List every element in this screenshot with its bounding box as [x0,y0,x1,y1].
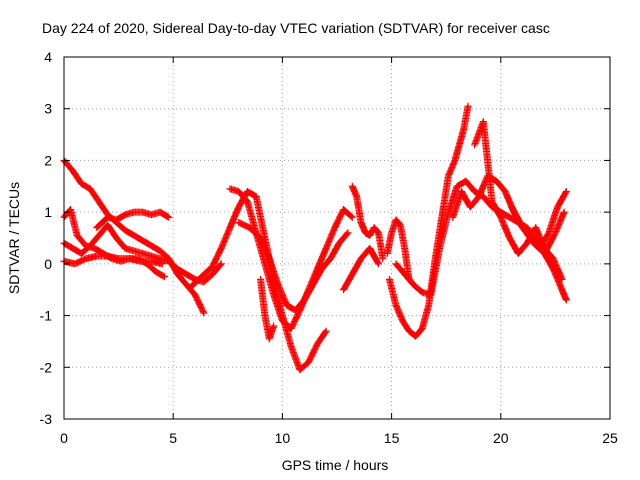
series-track-q [508,203,568,258]
series-track-a [60,156,208,317]
y-tick-label: 1 [44,204,52,220]
y-tick-label: 4 [44,49,52,65]
y-tick-label: 2 [44,152,52,168]
series-trace [61,222,224,286]
series-trace [340,245,382,292]
series-track-h [235,218,352,314]
series-trace [61,252,165,268]
series-track-k [340,244,382,294]
y-tick-label: 3 [44,101,52,117]
series-trace [94,208,172,231]
y-tick-label: 0 [44,256,52,272]
series-trace [61,158,207,316]
series-track-e [93,208,173,232]
chart-title: Day 224 of 2020, Sidereal Day-to-day VTE… [42,20,550,36]
x-tick-label: 0 [60,430,68,446]
series-track-i [257,275,278,343]
plot-border [63,56,611,420]
grid [64,57,610,419]
y-tick-label: -1 [40,308,53,324]
series-trace [471,119,565,282]
series-track-m [385,102,472,340]
x-tick-label: 5 [169,430,177,446]
x-tick-label: 10 [275,430,291,446]
x-tick-label: 20 [493,430,509,446]
x-axis-label: GPS time / hours [281,457,389,473]
series-trace [257,277,277,341]
series-track-j [348,182,387,263]
y-tick-label: -2 [40,359,53,375]
series-track-p [471,118,566,283]
x-tick-label: 25 [602,430,618,446]
series-track-d [60,252,166,268]
series-trace [384,217,413,282]
plot-area [60,102,570,374]
series-trace [349,184,387,261]
y-tick-label: -3 [40,411,53,427]
series-track-l [383,216,413,283]
x-tick-label: 15 [384,430,400,446]
series-trace [508,204,568,256]
axes: 0 5 10 15 20 25 -3 -2 -1 0 1 2 3 4 [40,49,618,446]
series-trace [236,219,351,314]
